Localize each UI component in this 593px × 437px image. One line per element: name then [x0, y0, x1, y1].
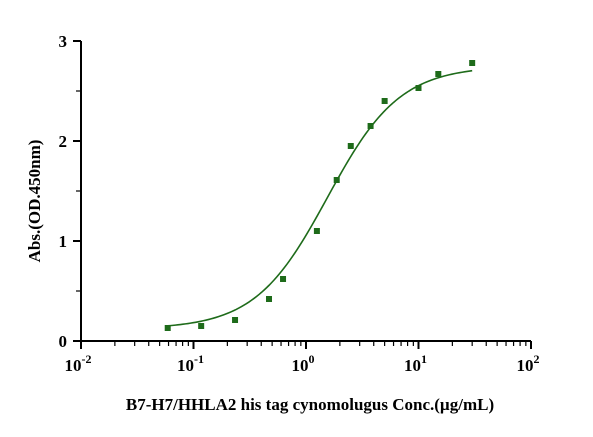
data-point — [415, 85, 422, 91]
data-point — [164, 325, 171, 331]
x-tick-label: 101 — [404, 352, 427, 375]
y-axis-title: Abs.(OD.450nm) — [25, 140, 44, 263]
y-tick-label: 1 — [59, 232, 68, 251]
x-tick-label: 102 — [517, 352, 540, 375]
data-point — [347, 143, 354, 149]
data-point — [381, 98, 388, 104]
x-axis-title: B7-H7/HHLA2 his tag cynomolugus Conc.(µg… — [126, 395, 494, 414]
data-point — [469, 60, 476, 66]
x-axis-ticks: 10-2 10-1 100 101 102 — [65, 341, 540, 375]
x-tick-label: 100 — [292, 352, 315, 375]
data-point — [367, 123, 374, 129]
data-points — [164, 60, 476, 331]
x-tick-label: 10-1 — [177, 352, 204, 375]
data-point — [333, 177, 340, 183]
data-point — [266, 296, 273, 302]
data-point — [435, 71, 442, 77]
y-axis-ticks: 0 1 2 3 — [59, 32, 81, 351]
plot-area: 10-2 10-1 100 101 102 0 1 2 3 — [59, 32, 540, 375]
data-point — [232, 317, 239, 323]
fit-curve — [167, 69, 473, 327]
x-tick-label: 10-2 — [65, 352, 92, 375]
data-point — [280, 276, 287, 282]
y-tick-label: 2 — [59, 132, 68, 151]
data-point — [198, 323, 205, 329]
y-tick-label: 0 — [59, 332, 68, 351]
data-point — [313, 228, 320, 234]
y-tick-label: 3 — [59, 32, 68, 51]
